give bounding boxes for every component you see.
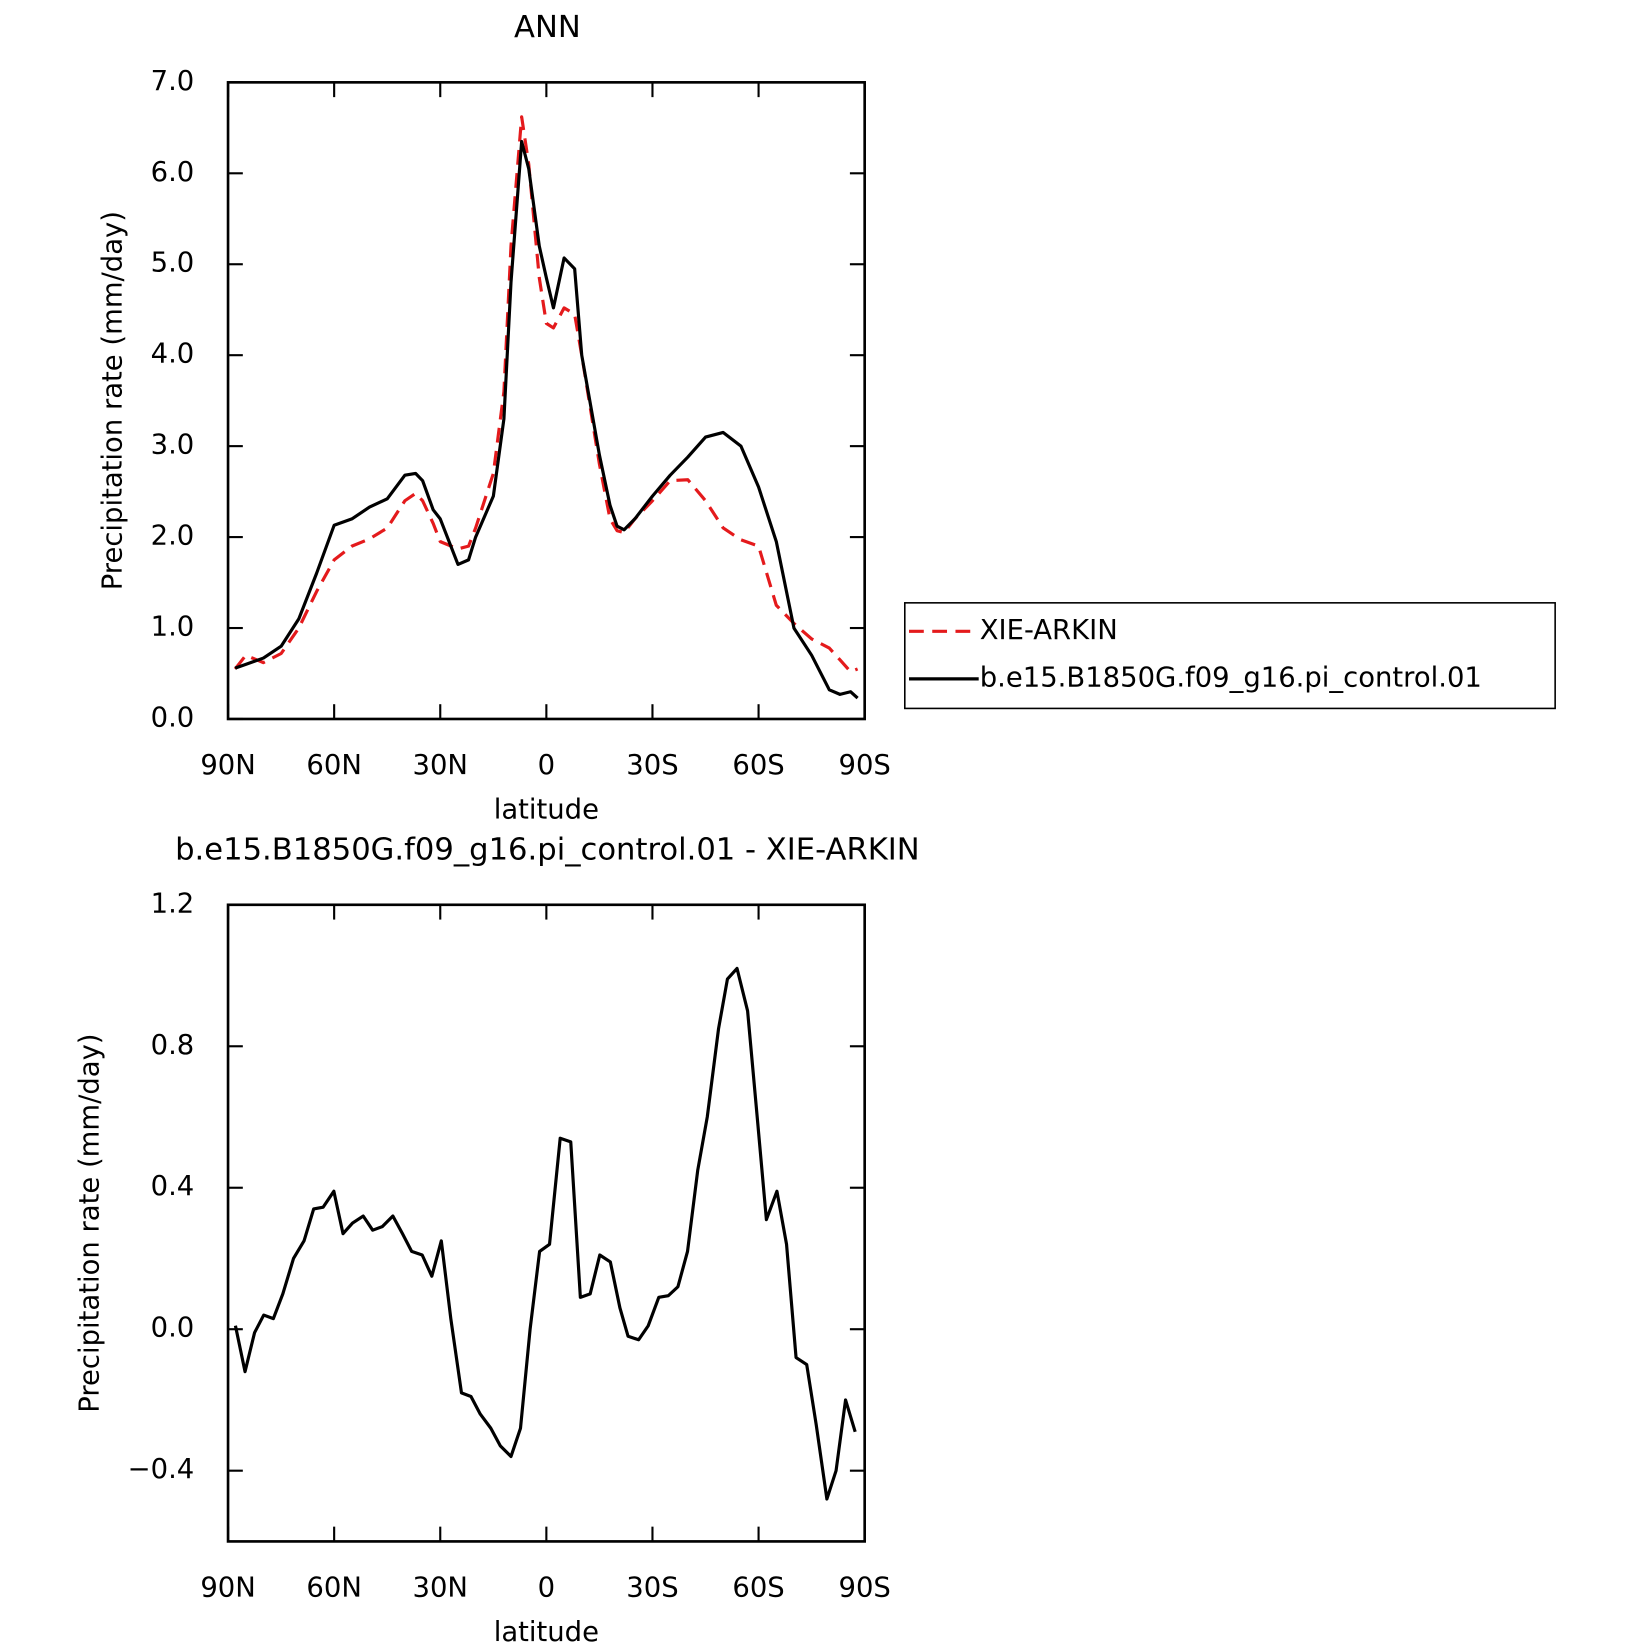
y-tick-label: 7.0 (151, 66, 195, 97)
chart-title: b.e15.B1850G.f09_g16.pi_control.01 - XIE… (175, 832, 920, 867)
y-tick-label: 0.8 (151, 1030, 195, 1061)
legend-label: XIE-ARKIN (980, 615, 1118, 646)
x-tick-label: 60S (732, 1572, 784, 1603)
y-axis-label: Precipitation rate (mm/day) (74, 1033, 105, 1412)
chart-title: ANN (514, 10, 581, 45)
y-axis-label: Precipitation rate (mm/day) (98, 211, 129, 590)
x-tick-label: 60S (732, 750, 784, 781)
y-tick-label: 2.0 (151, 521, 195, 552)
y-tick-label: 3.0 (151, 430, 195, 461)
y-tick-label: 0.4 (151, 1171, 195, 1202)
y-tick-label: 0.0 (151, 702, 195, 733)
x-tick-label: 60N (306, 1572, 361, 1603)
series-line (233, 966, 857, 1501)
y-tick-label: 1.2 (151, 888, 195, 919)
x-tick-label: 90N (200, 1572, 255, 1603)
y-tick-label: 0.0 (151, 1313, 195, 1344)
y-tick-label: 6.0 (151, 157, 195, 188)
x-tick-label: 60N (306, 750, 361, 781)
x-tick-label: 90S (839, 1572, 891, 1603)
x-tick-label: 90N (200, 750, 255, 781)
x-tick-label: 30N (413, 750, 468, 781)
plot-frame (226, 903, 866, 1543)
x-tick-label: 30S (626, 750, 678, 781)
legend-label: b.e15.B1850G.f09_g16.pi_control.01 (980, 662, 1482, 693)
x-axis-label: latitude (494, 794, 599, 825)
x-tick-label: 90S (839, 750, 891, 781)
plot-frame (226, 81, 866, 721)
x-tick-label: 30S (626, 1572, 678, 1603)
y-tick-label: 5.0 (151, 248, 195, 279)
y-tick-label: 4.0 (151, 339, 195, 370)
legend-box (904, 602, 1556, 710)
series-line (233, 115, 859, 674)
y-tick-label: 1.0 (151, 612, 195, 643)
y-tick-label: −0.4 (128, 1454, 195, 1485)
x-tick-label: 0 (538, 1572, 555, 1603)
x-tick-label: 0 (538, 750, 555, 781)
x-axis-label: latitude (494, 1617, 599, 1647)
x-tick-label: 30N (413, 1572, 468, 1603)
series-line (234, 139, 859, 700)
